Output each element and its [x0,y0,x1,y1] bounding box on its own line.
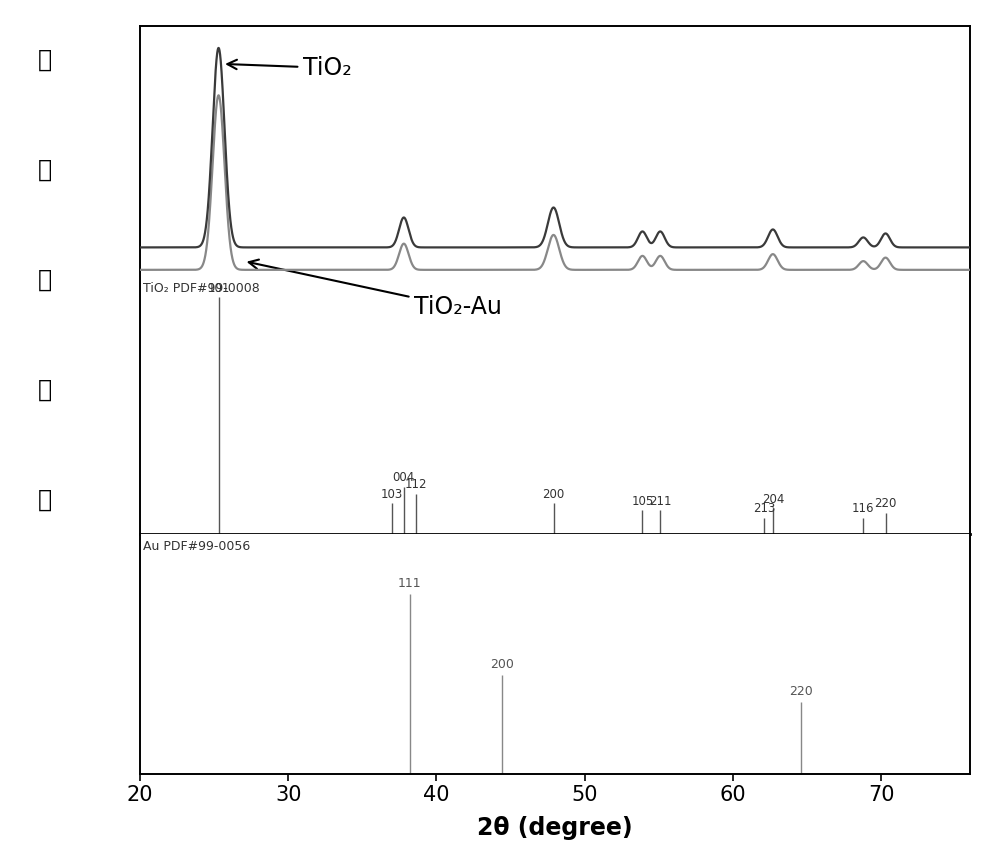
Text: 004: 004 [393,471,415,484]
Text: 200: 200 [490,658,514,671]
Text: 204: 204 [762,493,784,506]
Text: 111: 111 [398,577,422,590]
Text: 220: 220 [874,497,897,510]
Text: 116: 116 [852,502,875,515]
Text: TiO₂-Au: TiO₂-Au [249,259,502,320]
Text: 112: 112 [404,479,427,491]
Text: 强: 强 [38,378,52,402]
Text: 峰: 峰 [38,268,52,292]
X-axis label: 2θ (degree): 2θ (degree) [477,816,633,841]
Text: 101: 101 [207,282,230,295]
Text: 105: 105 [631,495,654,508]
Text: Au PDF#99-0056: Au PDF#99-0056 [143,540,250,553]
Text: 211: 211 [649,495,671,508]
Text: 射: 射 [38,157,52,182]
Text: TiO₂: TiO₂ [227,56,352,80]
Text: 103: 103 [381,488,403,501]
Text: 200: 200 [542,488,565,501]
Text: 213: 213 [753,502,775,515]
Text: 衍: 衍 [38,48,52,71]
Text: TiO₂ PDF#99-0008: TiO₂ PDF#99-0008 [143,282,260,295]
Text: 220: 220 [789,685,813,698]
Text: 度: 度 [38,488,52,513]
